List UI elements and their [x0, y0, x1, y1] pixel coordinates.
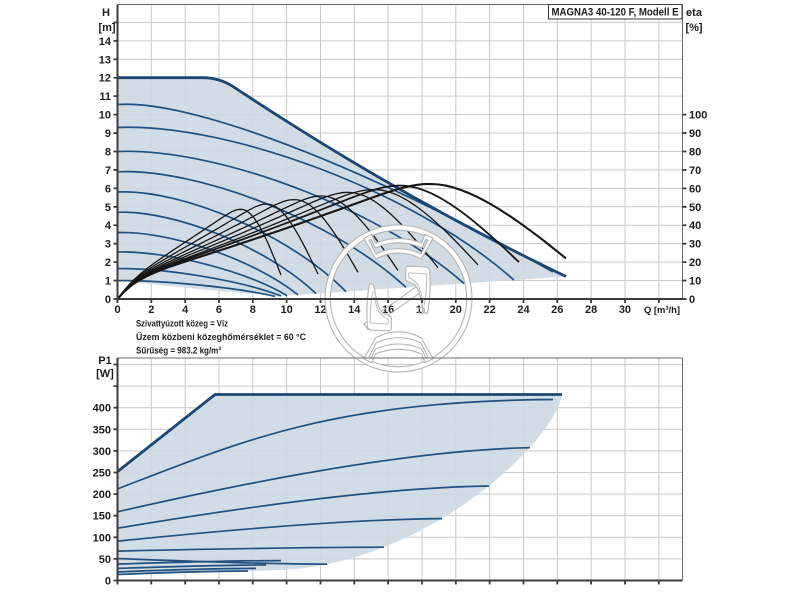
- svg-text:MAGNA3 40-120 F, Modell E: MAGNA3 40-120 F, Modell E: [552, 7, 679, 19]
- svg-text:10: 10: [99, 110, 111, 122]
- svg-text:[m]: [m]: [98, 22, 115, 34]
- svg-text:Sűrűség = 983.2 kg/m³: Sűrűség = 983.2 kg/m³: [136, 346, 221, 357]
- svg-text:0: 0: [689, 294, 695, 306]
- svg-text:30: 30: [619, 304, 631, 316]
- svg-text:150: 150: [93, 511, 111, 523]
- svg-text:90: 90: [689, 128, 701, 140]
- svg-text:100: 100: [689, 110, 707, 122]
- svg-text:50: 50: [99, 554, 111, 566]
- svg-text:20: 20: [689, 257, 701, 269]
- svg-text:12: 12: [99, 73, 111, 85]
- svg-text:200: 200: [93, 489, 111, 501]
- svg-text:11: 11: [99, 91, 111, 103]
- svg-text:400: 400: [93, 403, 111, 415]
- svg-text:70: 70: [689, 165, 701, 177]
- svg-text:20: 20: [450, 304, 462, 316]
- svg-text:5: 5: [105, 202, 111, 214]
- svg-text:eta: eta: [686, 7, 703, 19]
- svg-text:14: 14: [99, 36, 112, 48]
- svg-text:22: 22: [484, 304, 496, 316]
- svg-text:350: 350: [93, 424, 111, 436]
- svg-text:24: 24: [517, 304, 530, 316]
- svg-text:2: 2: [105, 257, 111, 269]
- svg-text:3: 3: [105, 239, 111, 251]
- svg-text:Szivattyúzott közeg = Víz: Szivattyúzott közeg = Víz: [136, 319, 228, 330]
- svg-text:14: 14: [348, 304, 361, 316]
- svg-text:2: 2: [148, 304, 154, 316]
- svg-text:26: 26: [551, 304, 563, 316]
- svg-text:100: 100: [93, 532, 111, 544]
- svg-text:40: 40: [689, 220, 701, 232]
- svg-text:80: 80: [689, 146, 701, 158]
- svg-text:13: 13: [99, 54, 111, 66]
- svg-text:250: 250: [93, 468, 111, 480]
- svg-text:Üzem közbeni közeghőmérséklet: Üzem közbeni közeghőmérséklet = 60 °C: [136, 332, 306, 343]
- svg-text:1: 1: [105, 276, 111, 288]
- svg-text:P1: P1: [98, 355, 111, 367]
- svg-text:0: 0: [105, 576, 111, 588]
- svg-text:7: 7: [105, 165, 111, 177]
- svg-text:Q [m³/h]: Q [m³/h]: [644, 305, 680, 316]
- svg-text:300: 300: [93, 446, 111, 458]
- svg-text:[%]: [%]: [685, 22, 702, 34]
- svg-text:8: 8: [105, 146, 111, 158]
- svg-text:H: H: [102, 7, 110, 19]
- svg-text:10: 10: [281, 304, 293, 316]
- svg-text:0: 0: [114, 304, 120, 316]
- svg-text:10: 10: [689, 276, 701, 288]
- svg-text:28: 28: [585, 304, 597, 316]
- svg-text:0: 0: [105, 294, 111, 306]
- svg-text:50: 50: [689, 202, 701, 214]
- svg-text:6: 6: [216, 304, 222, 316]
- svg-text:4: 4: [182, 304, 189, 316]
- svg-text:60: 60: [689, 183, 701, 195]
- svg-text:12: 12: [314, 304, 326, 316]
- svg-text:4: 4: [105, 220, 112, 232]
- svg-text:8: 8: [250, 304, 256, 316]
- svg-text:6: 6: [105, 183, 111, 195]
- svg-text:9: 9: [105, 128, 111, 140]
- svg-text:[W]: [W]: [96, 368, 114, 380]
- svg-text:30: 30: [689, 239, 701, 251]
